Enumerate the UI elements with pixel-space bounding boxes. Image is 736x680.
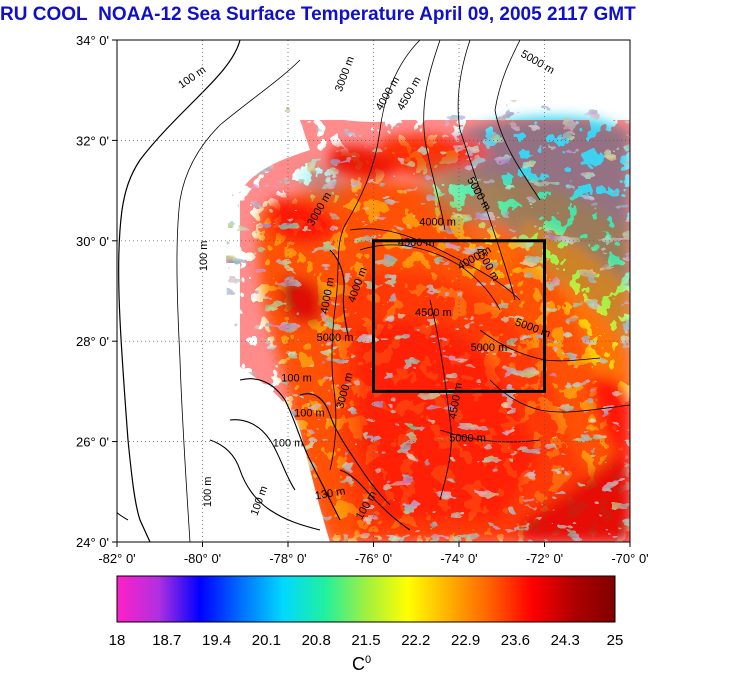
latitude-axis: 34° 0' 32° 0' 30° 0' 28° 0' 26° 0' 24° 0' — [76, 33, 117, 550]
study-area-box — [372, 239, 546, 393]
x-tick-label: -72° 0' — [526, 551, 563, 566]
y-tick-label: 26° 0' — [76, 435, 109, 450]
unit-superscript: 0 — [365, 654, 372, 666]
y-tick-label: 28° 0' — [76, 334, 109, 349]
bathymetry-contours — [117, 40, 630, 542]
colorbar-tick-label: 20.8 — [301, 632, 331, 649]
x-tick-label: -82° 0' — [98, 551, 135, 566]
contour-label: 100 m — [198, 241, 210, 272]
colorbar-tick-label: 19.4 — [201, 632, 232, 649]
y-tick-label: 34° 0' — [76, 33, 109, 48]
contour-label: 100 m — [294, 408, 325, 420]
contour-label: 130 m — [314, 485, 346, 502]
x-tick-label: -76° 0' — [355, 551, 392, 566]
colorbar-tick-label: 21.5 — [351, 632, 381, 649]
map-title: RU COOL NOAA-12 Sea Surface Temperature … — [0, 4, 736, 26]
colorbar-tick-label: 25 — [606, 632, 624, 649]
x-tick-label: -70° 0' — [611, 551, 648, 566]
x-tick-label: -78° 0' — [269, 551, 306, 566]
colorbar — [116, 575, 616, 623]
y-tick-label: 30° 0' — [76, 234, 109, 249]
colorbar-tick-label: 18.7 — [152, 632, 182, 649]
y-tick-label: 24° 0' — [76, 535, 109, 550]
contour-label: 5000 m — [449, 433, 486, 445]
colorbar-tick-label: 23.6 — [500, 632, 530, 649]
colorbar-tick-label: 22.2 — [401, 632, 431, 649]
longitude-axis: -82° 0' -80° 0' -78° 0' -76° 0' -74° 0' -72° … — [98, 542, 649, 566]
x-tick-label: -80° 0' — [184, 551, 221, 566]
contour-label: 4500 m — [398, 237, 435, 249]
contour-label: 4000 m — [419, 217, 456, 229]
contour-label: 4500 m — [415, 307, 452, 319]
contour-label: 100 m — [281, 372, 312, 384]
colorbar-unit: C0 — [352, 654, 371, 675]
contour-label: 100 m — [202, 477, 214, 508]
unit-text: C — [352, 654, 365, 674]
contour-label: 5000 m — [471, 342, 508, 354]
x-tick-label: -74° 0' — [440, 551, 477, 566]
colorbar-tick-label: 20.1 — [251, 632, 281, 649]
colorbar-tick-label: 22.9 — [450, 632, 481, 649]
title-main: NOAA-12 Sea Surface Temperature April 09… — [98, 4, 636, 25]
contour-label: 100 m — [273, 438, 304, 450]
colorbar-tick-label: 24.3 — [550, 632, 580, 649]
colorbar-tick-label: 18 — [108, 632, 126, 649]
contour-label: 5000 m — [317, 332, 354, 344]
title-source: RU COOL — [0, 4, 88, 25]
y-tick-label: 32° 0' — [76, 133, 109, 148]
